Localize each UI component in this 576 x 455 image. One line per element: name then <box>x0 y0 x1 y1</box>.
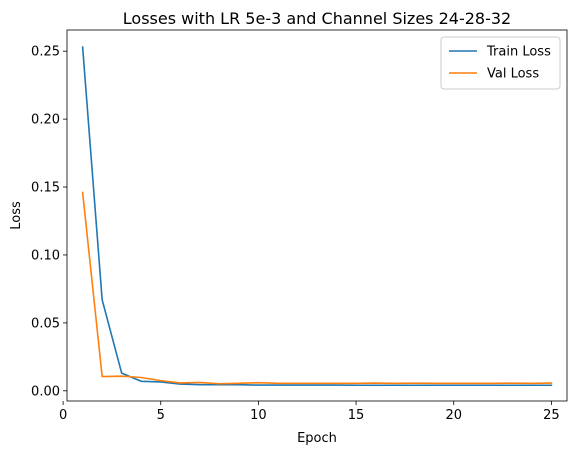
y-tick-label: 0.05 <box>31 316 60 331</box>
y-axis-label: Loss <box>9 201 24 230</box>
y-tick-label: 0.25 <box>31 45 60 60</box>
x-axis: 0 5 10 15 20 25 <box>59 401 560 423</box>
series-line-train-loss <box>81 46 553 387</box>
series-layer <box>81 46 553 387</box>
x-tick-label: 0 <box>59 408 67 423</box>
x-tick-label: 5 <box>157 408 165 423</box>
x-tick-label: 25 <box>543 408 560 423</box>
x-axis-label: Epoch <box>297 431 337 446</box>
y-tick-label: 0.15 <box>31 181 60 196</box>
x-tick-label: 15 <box>348 408 365 423</box>
x-tick-label: 10 <box>250 408 267 423</box>
y-tick-label: 0.20 <box>31 113 60 128</box>
plot-area <box>67 30 567 401</box>
legend-box <box>440 36 561 90</box>
legend: Train Loss Val Loss <box>440 36 561 90</box>
y-tick-label: 0.00 <box>31 384 60 399</box>
legend-label: Val Loss <box>487 67 539 82</box>
y-tick-label: 0.10 <box>31 248 60 263</box>
plot-frame <box>66 29 568 402</box>
x-tick-label: 20 <box>445 408 462 423</box>
legend-label: Train Loss <box>486 45 551 60</box>
chart-title: Losses with LR 5e-3 and Channel Sizes 24… <box>123 9 511 28</box>
y-axis: 0.00 0.05 0.10 0.15 0.20 0.25 <box>31 45 67 399</box>
series-line-val-loss <box>81 191 553 385</box>
